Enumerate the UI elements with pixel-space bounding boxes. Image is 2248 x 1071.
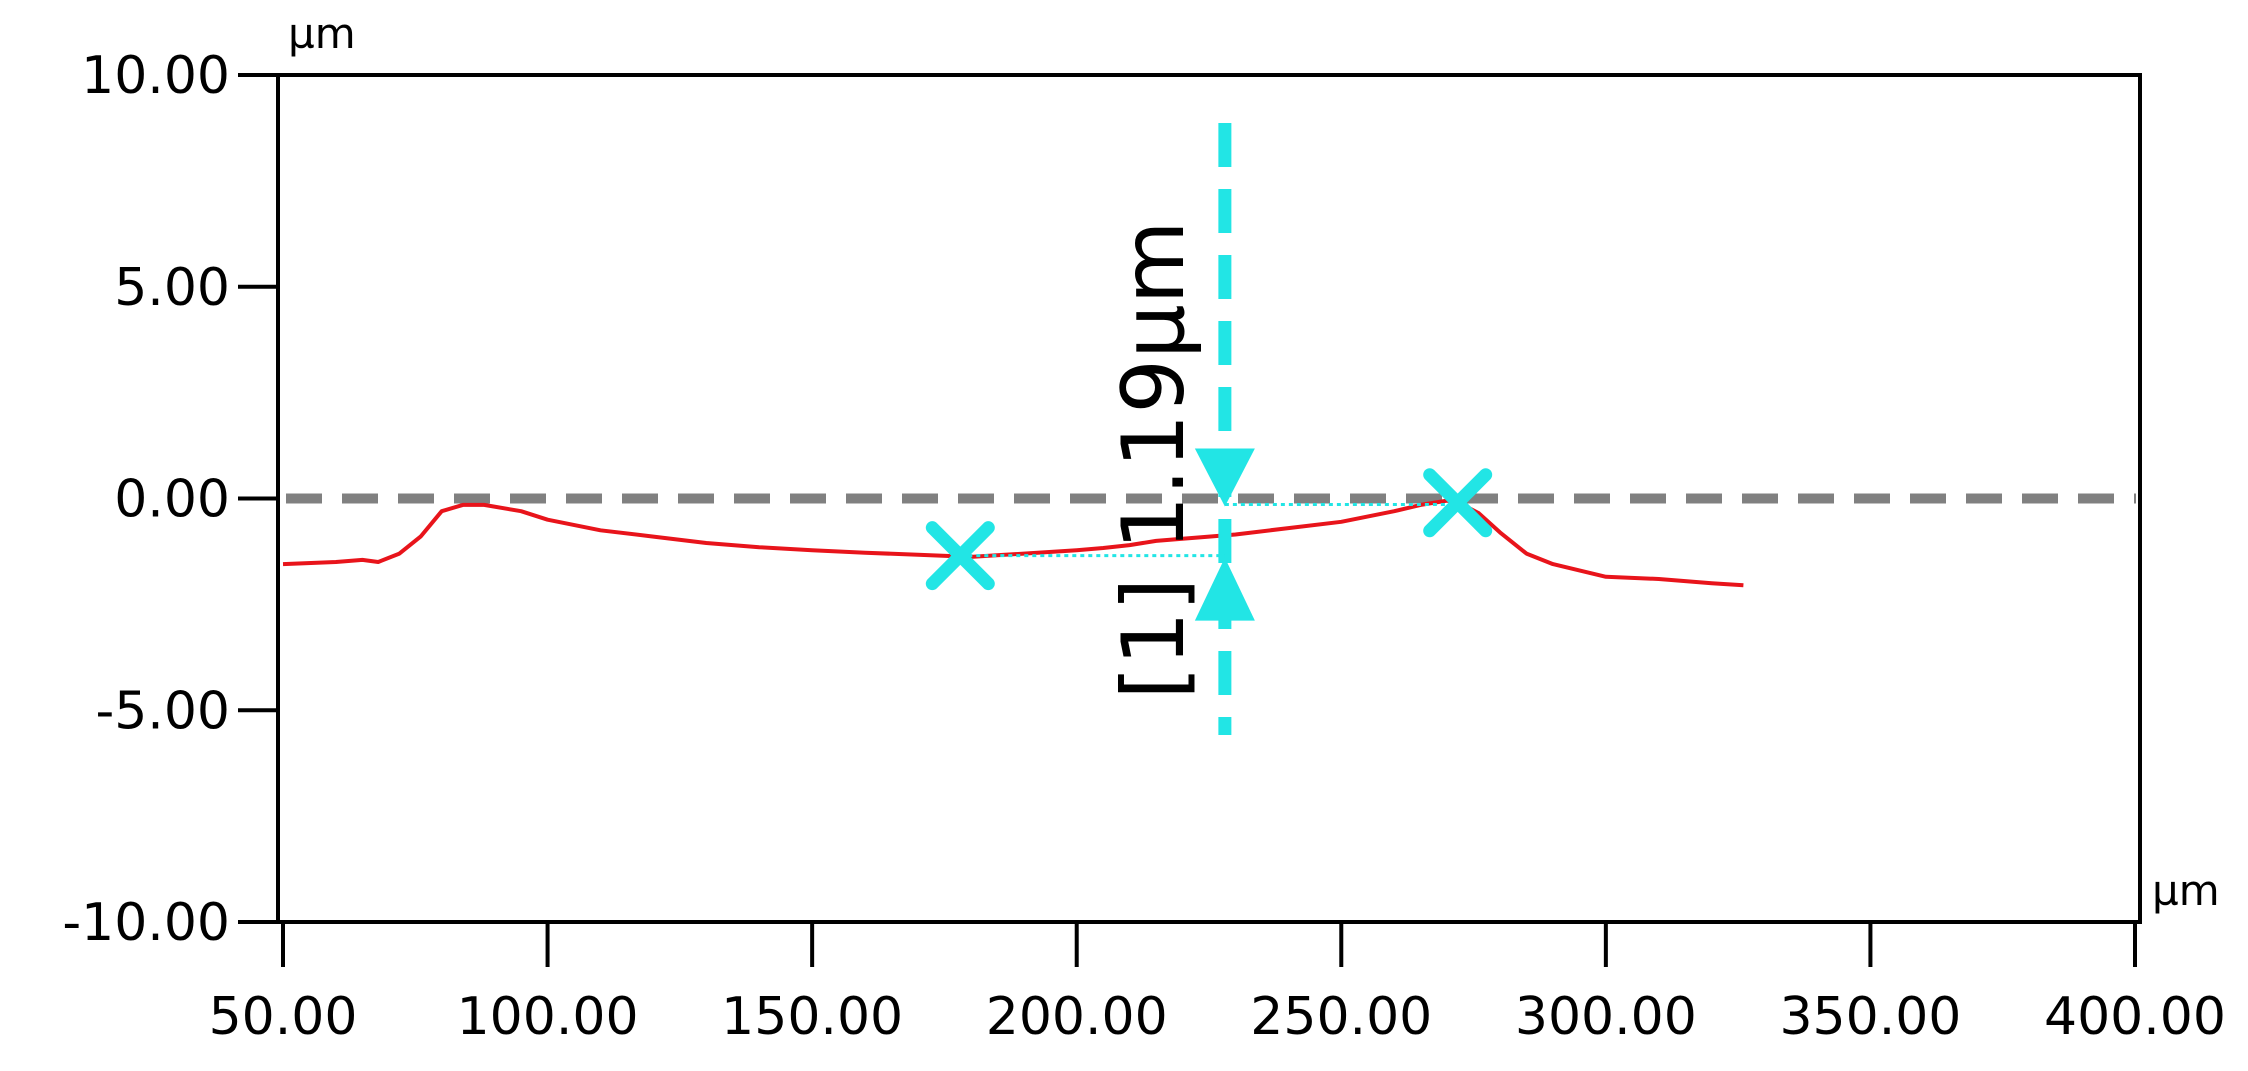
- measurement-layer: [1] 1.19µm: [960, 123, 1458, 735]
- marker-stroke: [1423, 468, 1493, 538]
- measurement-arrow-up: [1194, 557, 1255, 621]
- series-layer: [282, 498, 1744, 588]
- marker-x-left: [925, 521, 995, 591]
- x-tick-label: 350.00: [1779, 987, 1961, 1047]
- x-tick-label: 50.00: [209, 987, 358, 1047]
- y-tick-label: -5.00: [95, 681, 230, 741]
- x-tick-label: 200.00: [986, 987, 1168, 1047]
- marker-layer: [925, 468, 1493, 591]
- y-tick-label: 5.00: [114, 258, 230, 318]
- y-axis-unit: µm: [288, 9, 356, 58]
- x-tick-label: 400.00: [2044, 987, 2226, 1047]
- x-tick-label: 100.00: [457, 987, 639, 1047]
- measurement-arrow-down: [1194, 448, 1255, 507]
- measurement-label: [1] 1.19µm: [1104, 220, 1204, 699]
- y-tick-label: -10.00: [62, 893, 230, 953]
- x-tick-label: 150.00: [721, 987, 903, 1047]
- axis-layer: 10.00 5.00 0.00 -5.00 -10.00 50.00 100.00 150.0…: [62, 46, 2226, 1047]
- marker-stroke: [925, 521, 995, 591]
- y-tick-label: 0.00: [114, 470, 230, 530]
- x-tick-label: 250.00: [1250, 987, 1432, 1047]
- x-axis-unit: µm: [2152, 866, 2220, 915]
- y-tick-label: 10.00: [81, 46, 230, 106]
- x-tick-label: 300.00: [1515, 987, 1697, 1047]
- marker-x-right: [1423, 468, 1493, 538]
- profile-series-line: [282, 498, 1744, 588]
